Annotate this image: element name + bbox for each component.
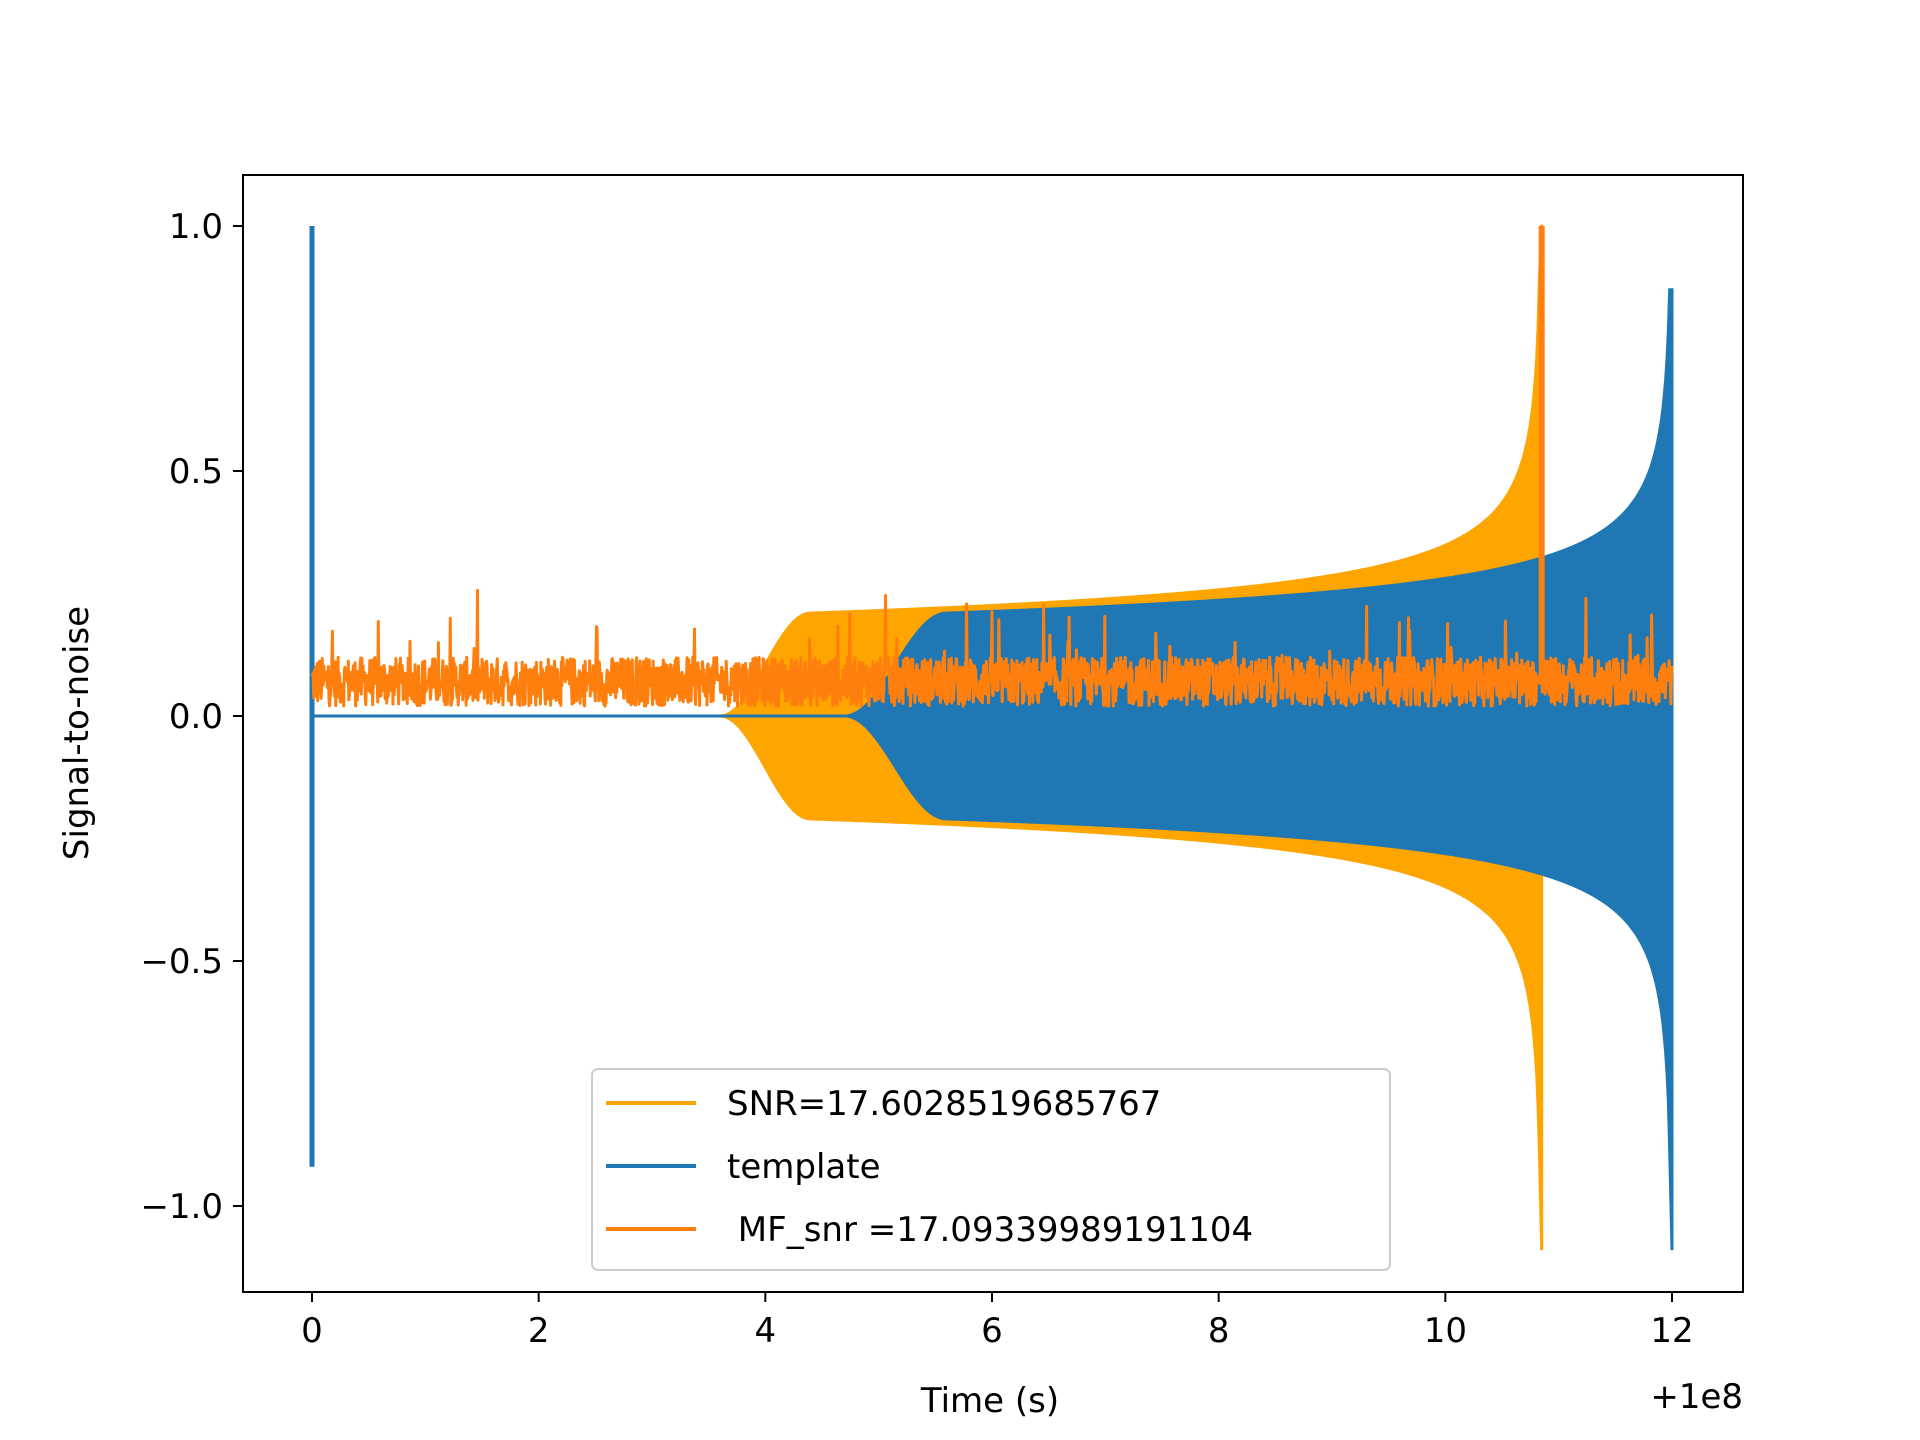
legend-entry: MF_snr =17.09339989191104	[606, 1210, 1253, 1250]
x-tick-label: 4	[755, 1311, 777, 1351]
legend-label: MF_snr =17.09339989191104	[727, 1210, 1253, 1250]
x-tick-label: 0	[301, 1311, 323, 1351]
x-tick-label: 12	[1650, 1311, 1693, 1351]
x-tick-label: 10	[1424, 1311, 1467, 1351]
series-layer	[309, 224, 1674, 1251]
x-tick-label: 6	[981, 1311, 1003, 1351]
legend-label: template	[727, 1147, 880, 1187]
x-tick-label: 8	[1208, 1311, 1230, 1351]
series-area	[844, 288, 1674, 1251]
legend-entry: SNR=17.6028519685767	[606, 1084, 1161, 1124]
series-line	[310, 224, 1674, 708]
x-axis-offset-label: +1e8	[1650, 1377, 1743, 1417]
y-tick-label: 1.0	[169, 207, 223, 247]
legend: SNR=17.6028519685767 template MF_snr =17…	[591, 1068, 1391, 1271]
x-axis: 0 2 4 6 8 10 12	[301, 1292, 1694, 1351]
y-tick-label: −0.5	[140, 942, 223, 982]
y-tick-label: 0.5	[169, 452, 223, 492]
y-tick-label: 0.0	[169, 697, 223, 737]
legend-entry: template	[606, 1147, 880, 1187]
x-tick-label: 2	[528, 1311, 550, 1351]
y-axis: 1.0 0.5 0.0 −0.5 −1.0	[140, 207, 243, 1227]
legend-label: SNR=17.6028519685767	[727, 1084, 1161, 1124]
legend-box	[591, 1068, 1391, 1271]
y-axis-label: Signal-to-noise	[57, 606, 97, 860]
series-1	[309, 226, 1674, 1251]
plot-area	[309, 224, 1674, 1251]
y-tick-label: −1.0	[140, 1187, 223, 1227]
series-2	[310, 224, 1674, 708]
x-axis-label: Time (s)	[920, 1381, 1059, 1421]
